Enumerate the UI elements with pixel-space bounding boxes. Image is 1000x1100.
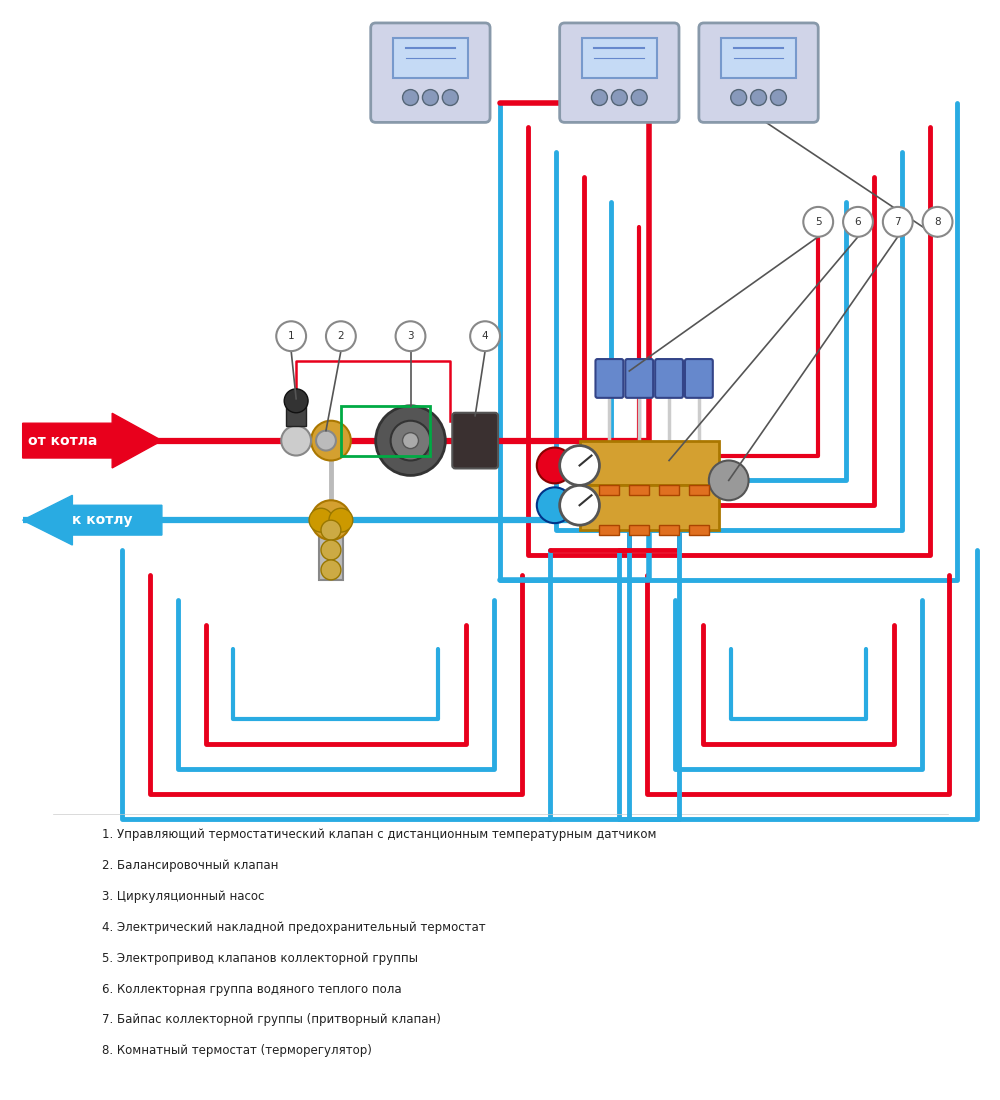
Bar: [393, 37, 468, 78]
Circle shape: [276, 321, 306, 351]
Circle shape: [329, 508, 353, 532]
Text: 1: 1: [288, 331, 294, 341]
Circle shape: [376, 406, 445, 475]
FancyBboxPatch shape: [655, 359, 683, 398]
Circle shape: [311, 420, 351, 461]
Circle shape: [396, 321, 425, 351]
Bar: [341, 406, 430, 455]
Circle shape: [309, 508, 333, 532]
FancyBboxPatch shape: [699, 23, 818, 122]
FancyBboxPatch shape: [371, 23, 490, 122]
Bar: [659, 485, 679, 495]
Bar: [659, 525, 679, 535]
Bar: [319, 520, 343, 580]
Text: к котлу: к котлу: [72, 514, 133, 527]
Circle shape: [883, 207, 913, 236]
Text: 8: 8: [934, 217, 941, 227]
FancyBboxPatch shape: [685, 359, 713, 398]
Circle shape: [281, 426, 311, 455]
FancyArrow shape: [23, 495, 162, 544]
Circle shape: [470, 321, 500, 351]
Circle shape: [560, 446, 599, 485]
Circle shape: [403, 432, 418, 449]
Circle shape: [321, 560, 341, 580]
Text: 7: 7: [894, 217, 901, 227]
Text: 6. Коллекторная группа водяного теплого пола: 6. Коллекторная группа водяного теплого …: [102, 982, 402, 996]
Bar: [599, 485, 619, 495]
Circle shape: [560, 485, 599, 525]
FancyBboxPatch shape: [560, 23, 679, 122]
Circle shape: [284, 389, 308, 412]
Circle shape: [391, 420, 430, 461]
Bar: [580, 441, 719, 485]
Text: 6: 6: [855, 217, 861, 227]
Circle shape: [537, 487, 573, 524]
Circle shape: [803, 207, 833, 236]
Circle shape: [631, 89, 647, 106]
Text: 3. Циркуляционный насос: 3. Циркуляционный насос: [102, 890, 265, 903]
Circle shape: [442, 89, 458, 106]
Bar: [629, 485, 649, 495]
Text: 2: 2: [338, 331, 344, 341]
Bar: [580, 485, 719, 530]
FancyArrow shape: [23, 414, 162, 468]
Bar: [629, 525, 649, 535]
Circle shape: [321, 540, 341, 560]
Text: 2. Балансировочный клапан: 2. Балансировочный клапан: [102, 859, 279, 872]
Text: 5: 5: [815, 217, 822, 227]
Text: 8. Комнатный термостат (терморегулятор): 8. Комнатный термостат (терморегулятор): [102, 1044, 372, 1057]
Bar: [286, 400, 306, 426]
Bar: [689, 485, 709, 495]
Circle shape: [731, 89, 747, 106]
FancyBboxPatch shape: [625, 359, 653, 398]
FancyBboxPatch shape: [595, 359, 623, 398]
Text: 4. Электрический накладной предохранительный термостат: 4. Электрический накладной предохранител…: [102, 921, 486, 934]
Bar: [582, 37, 657, 78]
Text: 5. Электропривод клапанов коллекторной группы: 5. Электропривод клапанов коллекторной г…: [102, 952, 418, 965]
Circle shape: [321, 520, 341, 540]
Circle shape: [537, 448, 573, 483]
Circle shape: [611, 89, 627, 106]
Circle shape: [316, 431, 336, 451]
Text: 7. Байпас коллекторной группы (притворный клапан): 7. Байпас коллекторной группы (притворны…: [102, 1013, 441, 1026]
Circle shape: [422, 89, 438, 106]
Bar: [721, 37, 796, 78]
Text: 1. Управляющий термостатический клапан с дистанционным температурным датчиком: 1. Управляющий термостатический клапан с…: [102, 828, 657, 842]
Circle shape: [591, 89, 607, 106]
Text: 4: 4: [482, 331, 488, 341]
Circle shape: [770, 89, 786, 106]
Circle shape: [843, 207, 873, 236]
Circle shape: [751, 89, 767, 106]
Text: от котла: от котла: [28, 433, 97, 448]
Bar: [689, 525, 709, 535]
Circle shape: [923, 207, 952, 236]
Bar: [599, 525, 619, 535]
Circle shape: [326, 321, 356, 351]
Text: 3: 3: [407, 331, 414, 341]
Circle shape: [709, 461, 749, 500]
FancyBboxPatch shape: [452, 412, 498, 469]
Circle shape: [311, 500, 351, 540]
Circle shape: [403, 89, 418, 106]
